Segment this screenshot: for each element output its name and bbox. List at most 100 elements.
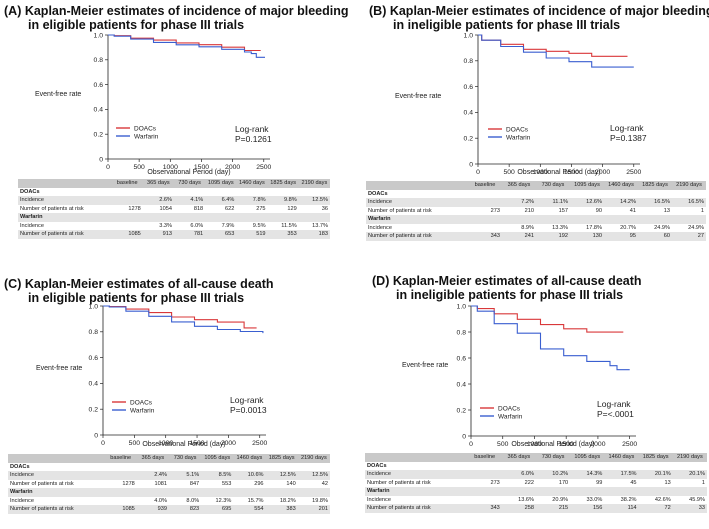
- panel-b-y-axis-label: Event-free rate: [395, 93, 441, 100]
- panel-d-table-warfarin-incidence-cell: 42.6%: [654, 496, 671, 503]
- panel-b-table-doacs-at-risk-cell: 1: [700, 207, 704, 214]
- panel-c-table-doacs-group-cell: DOACs: [10, 463, 30, 470]
- panel-c-table-doacs-group-cell: [201, 463, 233, 472]
- panel-a-table-warfarin-group-cell: [298, 213, 330, 222]
- panel-d-table-warfarin-group-cell: [535, 487, 571, 496]
- panel-b-table-warfarin-at-risk-cell: Number of patients at risk: [366, 232, 468, 241]
- panel-c-table-doacs-incidence-cell: 2.4%: [136, 471, 169, 480]
- panel-d-table-warfarin-incidence-cell: 20.9%: [552, 496, 569, 503]
- panel-a-table-warfarin-incidence-cell: 13.7%: [312, 222, 328, 229]
- panel-c-x-tick-label: 1500: [189, 440, 204, 447]
- panel-c-x-tick-label: 500: [129, 440, 141, 447]
- panel-d-x-tick-label: 1000: [527, 441, 542, 448]
- panel-b-table-doacs-incidence-cell: Incidence: [366, 198, 468, 207]
- panel-c-table-warfarin-group-cell: [168, 488, 202, 497]
- panel-c-table-doacs-incidence-cell: 12.5%: [297, 471, 330, 480]
- panel-c-table-warfarin-group-cell: [233, 488, 266, 497]
- panel-a-series-warfarin: [108, 34, 265, 58]
- panel-d-table-doacs-incidence-cell: Incidence: [365, 470, 468, 479]
- panel-c-y-tick-label: 0.2: [89, 407, 99, 414]
- panel-b-series-warfarin: [478, 34, 634, 68]
- panel-a-table-doacs-at-risk-cell: 622: [225, 205, 235, 212]
- panel-a-table-warfarin-at-risk: Number of patients at risk 1085 913 781 653 5…: [18, 230, 330, 239]
- panel-a-table-doacs-incidence-cell: 6.4%: [205, 196, 237, 205]
- panel-a-x-tick-label: 1500: [194, 164, 209, 171]
- panel-a-x-axis-label: Observational Period (day): [147, 169, 230, 176]
- panel-b-table-warfarin-group-cell: [502, 215, 536, 224]
- panel-a-table-header-cell: 730 days: [173, 179, 206, 188]
- panel-b-table-warfarin-group-cell: [570, 215, 604, 224]
- panel-c-table-doacs-incidence: Incidence 2.4% 5.1% 8.5% 10.6% 12.5% 12.5%: [8, 471, 330, 480]
- panel-b-table-header: baseline 365 days 730 days 1095 days 1460 da…: [366, 181, 706, 190]
- panel-d-table-warfarin-group: Warfarin: [365, 487, 707, 496]
- panel-a-table-doacs-at-risk-cell: 275: [256, 205, 266, 212]
- panel-a-table-doacs-at-risk-cell: 129: [287, 205, 297, 212]
- panel-d-series-doacs: [471, 305, 624, 333]
- panel-b-table-doacs-incidence-cell: 16.5%: [672, 198, 706, 207]
- panel-a-table-doacs-incidence-cell: 4.1%: [173, 196, 206, 205]
- panel-b-table-doacs-at-risk: Number of patients at risk 273 210 157 90 41 1…: [366, 207, 706, 216]
- panel-d-table-doacs-incidence-cell: 17.5%: [604, 470, 639, 479]
- panel-c-table-header-cell: baseline: [104, 454, 137, 463]
- panel-b-table-header-cell: 365 days: [502, 181, 536, 190]
- panel-b-x-tick-label: 1500: [564, 169, 579, 176]
- panel-b-table-warfarin-incidence-cell: 20.7%: [620, 224, 636, 231]
- panel-d-table-warfarin-group-cell: [638, 487, 673, 496]
- panel-c-table-doacs-incidence-cell: Incidence: [8, 471, 105, 480]
- panel-b-table-doacs-incidence-cell: 16.5%: [638, 198, 672, 207]
- panel-a-table-warfarin-incidence: Incidence 3.3% 6.0% 7.9% 9.5% 11.5% 13.7%: [18, 222, 330, 231]
- panel-b-table-doacs-group-cell: [536, 190, 570, 199]
- panel-b-x-tick-label: 500: [503, 169, 515, 176]
- panel-c-table-warfarin-group: Warfarin: [8, 488, 330, 497]
- panel-c-table-warfarin-incidence-cell: 8.0%: [186, 497, 200, 504]
- panel-c-table-doacs-group: DOACs: [8, 463, 330, 472]
- panel-a-y-tick-label: 1.0: [94, 32, 104, 39]
- panel-b-table-warfarin-group: Warfarin: [366, 215, 706, 224]
- panel-b-table-doacs-at-risk-cell: 90: [595, 207, 602, 214]
- panel-b-table-doacs-group-cell: DOACs: [368, 190, 388, 197]
- panel-d-y-tick-label: 0.4: [457, 381, 467, 388]
- panel-d-table-doacs-group-cell: [673, 462, 707, 471]
- panel-b-table-doacs-incidence-cell: 7.2%: [502, 198, 536, 207]
- panel-d-x-tick-label: 2500: [622, 441, 637, 448]
- panel-d-table-warfarin-group-cell: [501, 487, 536, 496]
- panel-a-y-tick-label: 0: [99, 156, 103, 163]
- panel-c-table-warfarin-at-risk-cell: 823: [168, 505, 202, 514]
- panel-c-x-tick-label: 2000: [221, 440, 236, 447]
- panel-d-title-line1: (D) Kaplan-Meier estimates of all-cause …: [372, 274, 642, 288]
- panel-c-risk-table: baseline 365 days 730 days 1095 days 1460 da…: [8, 454, 330, 514]
- panel-a-table-doacs-at-risk-cell: Number of patients at risk: [20, 205, 84, 212]
- panel-a-table-doacs-group-cell: DOACs: [20, 188, 40, 195]
- panel-d-table-header-cell: 1825 days: [638, 453, 673, 462]
- panel-d-y-tick-label: 1.0: [457, 303, 467, 310]
- panel-c-table-doacs-at-risk-cell: 847: [189, 480, 200, 487]
- panel-d-table-warfarin-at-risk: Number of patients at risk 343 258 215 156 11…: [365, 504, 707, 513]
- panel-a-x-tick-label: 1000: [163, 164, 178, 171]
- panel-c-y-tick-label: 0.4: [89, 381, 99, 388]
- panel-c-table-doacs-group-cell: [266, 463, 298, 472]
- panel-d-legend-label-doacs: DOACs: [498, 405, 521, 412]
- panel-a-table-doacs-incidence-cell: [111, 196, 143, 205]
- panel-b-table-warfarin-incidence: Incidence 8.9% 13.3% 17.8% 20.7% 24.9% 24.9%: [366, 224, 706, 233]
- panel-c-table-doacs-group-cell: [233, 463, 265, 472]
- panel-b-table-header-cell: [366, 181, 468, 190]
- panel-d-table-doacs-group-cell: DOACs: [367, 462, 387, 469]
- panel-a-x-tick-label: 2500: [256, 164, 271, 171]
- panel-d-table-warfarin-group-cell: [570, 487, 605, 496]
- panel-d-table-warfarin-group-cell: [467, 487, 502, 496]
- panel-d-table-header-cell: 2190 days: [672, 453, 707, 462]
- panel-c-legend-label-warfarin: Warfarin: [130, 407, 155, 414]
- panel-c-table-warfarin-incidence-cell: Incidence: [10, 497, 34, 504]
- panel-b-table-doacs-group: DOACs: [366, 190, 706, 199]
- panel-d-series-warfarin: [471, 305, 630, 371]
- panel-b-table-doacs-incidence-cell: 14.2%: [604, 198, 638, 207]
- panel-a-table-warfarin-at-risk-cell: 1085: [111, 230, 143, 239]
- panel-b-table-header-cell: 2190 days: [672, 181, 706, 190]
- panel-a-table-warfarin-group-cell: Warfarin: [18, 213, 112, 222]
- panel-c-table-warfarin-at-risk-cell: 695: [201, 505, 234, 514]
- panel-d-title-line2: in ineligible patients for phase III tri…: [396, 288, 624, 302]
- panel-a-table-header: baseline 365 days 730 days 1095 days 1460 da…: [18, 179, 330, 188]
- panel-c-y-tick-label: 1.0: [89, 303, 99, 310]
